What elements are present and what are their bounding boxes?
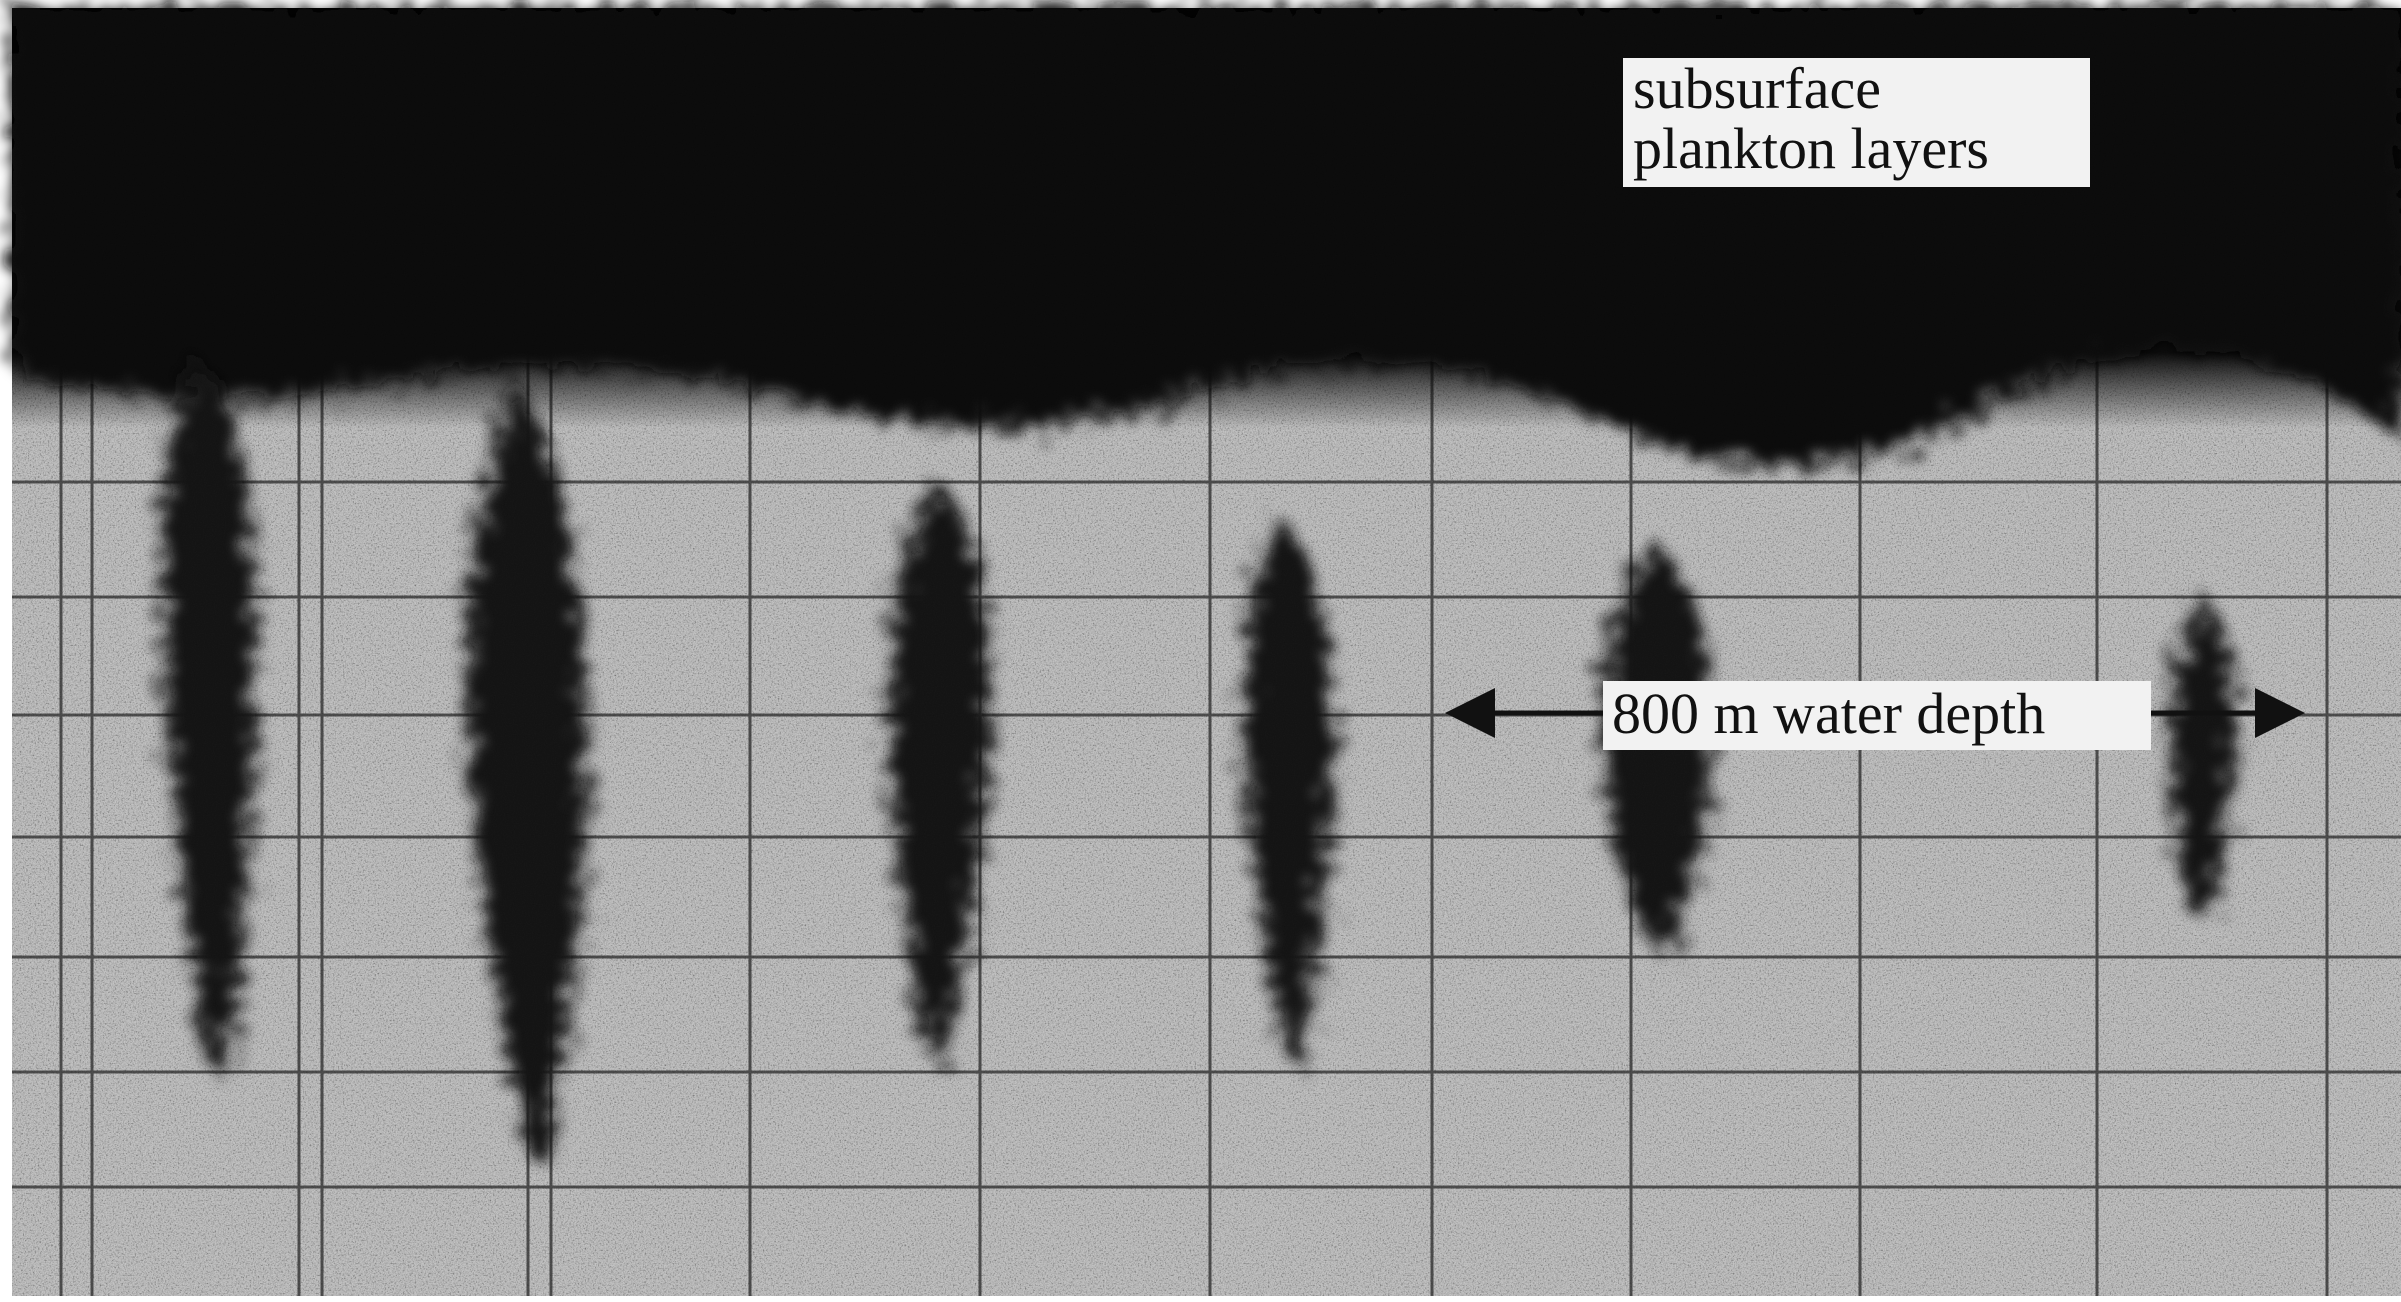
plankton-label: subsurface plankton layers: [1623, 56, 2090, 187]
label-line: plankton layers: [1633, 116, 1989, 181]
label-text: 800 m water depth: [1612, 681, 2045, 746]
film-grain: [12, 8, 2401, 1296]
echogram: subsurface plankton layers 800 m water d…: [0, 0, 2401, 1302]
label-line: subsurface: [1633, 56, 1881, 121]
